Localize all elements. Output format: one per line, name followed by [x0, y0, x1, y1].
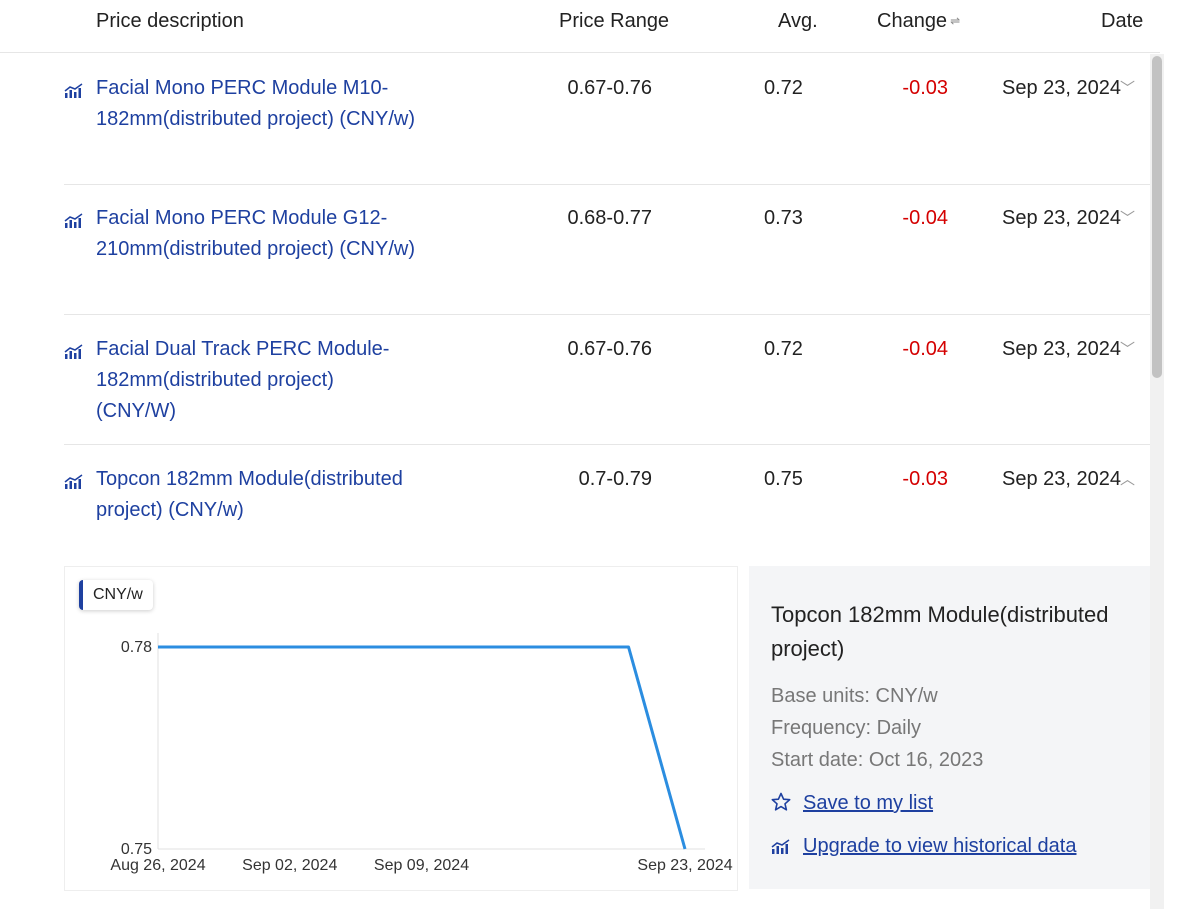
- row-name-link[interactable]: Facial Mono PERC Module G12-210mm(distri…: [96, 207, 415, 260]
- start-date: Start date: Oct 16, 2023: [771, 749, 984, 771]
- header-price-range: Price Range: [559, 10, 670, 32]
- x-tick-label: Sep 23, 2024: [637, 857, 732, 874]
- price-date: Sep 23, 2024: [1002, 468, 1121, 490]
- chart-icon: [64, 344, 83, 359]
- row-name-link[interactable]: Topcon 182mm Module(distributed project)…: [96, 468, 403, 521]
- row-name-link[interactable]: Facial Dual Track PERC Module-182mm(dist…: [96, 338, 390, 422]
- save-to-list-link[interactable]: Save to my list: [771, 788, 933, 819]
- chart-icon: [64, 83, 83, 98]
- price-change: -0.03: [902, 468, 948, 490]
- avg-price: 0.72: [764, 77, 803, 99]
- chart-icon: [771, 839, 790, 854]
- chevron-up-icon[interactable]: ︿: [1120, 471, 1136, 488]
- table-row[interactable]: Facial Mono PERC Module G12-210mm(distri…: [64, 203, 1150, 315]
- save-link-label: Save to my list: [803, 792, 934, 814]
- scrollbar-thumb[interactable]: [1152, 56, 1162, 378]
- sort-icon[interactable]: ⇌: [950, 14, 961, 28]
- price-range: 0.67-0.76: [567, 338, 652, 360]
- upgrade-link[interactable]: Upgrade to view historical data: [771, 831, 1076, 862]
- unit-badge: CNY/w: [79, 580, 153, 610]
- table-row[interactable]: Facial Mono PERC Module M10-182mm(distri…: [64, 73, 1150, 185]
- star-icon: [771, 792, 791, 811]
- header-change[interactable]: Change ⇌: [877, 10, 960, 33]
- price-date: Sep 23, 2024: [1002, 77, 1121, 99]
- price-range: 0.67-0.76: [567, 77, 652, 99]
- chevron-down-icon[interactable]: ﹀: [1120, 80, 1136, 97]
- header-date: Date: [1101, 10, 1144, 32]
- y-tick-label: 0.75: [121, 841, 152, 858]
- price-date: Sep 23, 2024: [1002, 207, 1121, 229]
- avg-price: 0.73: [764, 207, 803, 229]
- table-row[interactable]: Topcon 182mm Module(distributed project)…: [64, 464, 1150, 534]
- x-tick-label: Sep 02, 2024: [242, 857, 337, 874]
- header-price-description: Price description: [96, 10, 244, 32]
- chart-panel: CNY/w 0.78 0.75 Aug 26, 2024 Sep 02, 2024 Se…: [64, 566, 738, 891]
- price-date: Sep 23, 2024: [1002, 338, 1121, 360]
- info-panel: Topcon 182mm Module(distributed project)…: [749, 566, 1150, 889]
- table-header: Price description Price Range Avg. Chang…: [0, 0, 1160, 53]
- x-tick-label: Aug 26, 2024: [110, 857, 205, 874]
- table-row[interactable]: Facial Dual Track PERC Module-182mm(dist…: [64, 334, 1150, 445]
- row-name-link[interactable]: Facial Mono PERC Module M10-182mm(distri…: [96, 77, 415, 130]
- header-avg: Avg.: [778, 10, 818, 32]
- avg-price: 0.75: [764, 468, 803, 490]
- price-range: 0.68-0.77: [567, 207, 652, 229]
- header-change-label: Change: [877, 10, 948, 32]
- price-change: -0.03: [902, 77, 948, 99]
- avg-price: 0.72: [764, 338, 803, 360]
- price-change: -0.04: [902, 338, 948, 360]
- price-change: -0.04: [902, 207, 948, 229]
- price-range: 0.7-0.79: [578, 468, 652, 490]
- upgrade-link-label: Upgrade to view historical data: [803, 835, 1077, 857]
- chart-icon: [64, 474, 83, 489]
- series-line: [158, 645, 687, 850]
- base-units: Base units: CNY/w: [771, 685, 938, 707]
- chevron-down-icon[interactable]: ﹀: [1120, 210, 1136, 227]
- info-title: Topcon 182mm Module(distributed project): [771, 602, 1109, 661]
- x-tick-label: Sep 09, 2024: [374, 857, 469, 874]
- y-tick-label: 0.78: [121, 639, 152, 656]
- frequency: Frequency: Daily: [771, 717, 922, 739]
- chart-icon: [64, 213, 83, 228]
- chevron-down-icon[interactable]: ﹀: [1120, 341, 1136, 358]
